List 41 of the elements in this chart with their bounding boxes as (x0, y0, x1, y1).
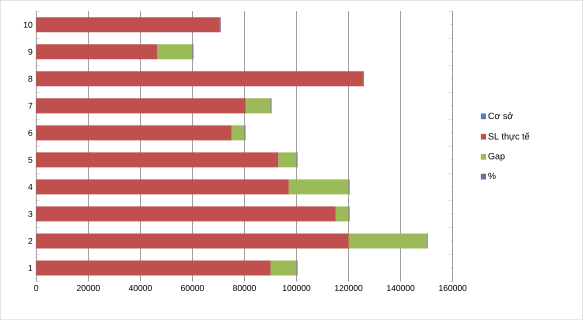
y-tick-label: 5 (28, 157, 32, 163)
x-tick-label: 80000 (233, 285, 256, 292)
x-tick-label: 60000 (181, 285, 204, 292)
bar (36, 152, 278, 168)
legend-label: Gap (488, 153, 505, 162)
bar (246, 98, 270, 114)
y-tick-label: 7 (28, 103, 32, 109)
legend-label: % (488, 172, 496, 180)
bar (231, 125, 244, 140)
legend-label: Cơ sở (488, 112, 514, 120)
bar (157, 44, 192, 60)
bar (36, 44, 158, 60)
bar (270, 260, 297, 276)
bar (278, 152, 297, 168)
legend-label: SL thực tế (488, 132, 530, 141)
bar (348, 234, 427, 249)
x-tick-label: 140000 (387, 285, 414, 292)
x-tick-label: 20000 (76, 285, 100, 292)
x-tick-label: 160000 (439, 285, 467, 292)
y-tick-label: 3 (28, 211, 32, 218)
y-tick-label: 4 (28, 184, 32, 190)
bar (36, 125, 232, 140)
y-tick-label: 10 (24, 22, 32, 28)
bar (336, 206, 349, 222)
bar (36, 17, 220, 32)
y-tick-label: 9 (28, 48, 32, 55)
x-tick-label: 120000 (335, 285, 362, 292)
bar (36, 98, 246, 114)
bar (36, 260, 270, 276)
y-tick-label: 1 (28, 265, 32, 272)
y-tick-label: 8 (28, 76, 32, 82)
x-tick-label: 100000 (282, 285, 310, 292)
x-tick-label: 0 (34, 285, 38, 292)
y-tick-label: 2 (28, 238, 32, 244)
bar (288, 180, 349, 195)
bar (36, 71, 363, 86)
bar (36, 234, 349, 249)
bar (36, 180, 289, 195)
bar (36, 206, 336, 222)
x-tick-label: 40000 (128, 285, 152, 292)
y-tick-label: 6 (28, 130, 32, 136)
